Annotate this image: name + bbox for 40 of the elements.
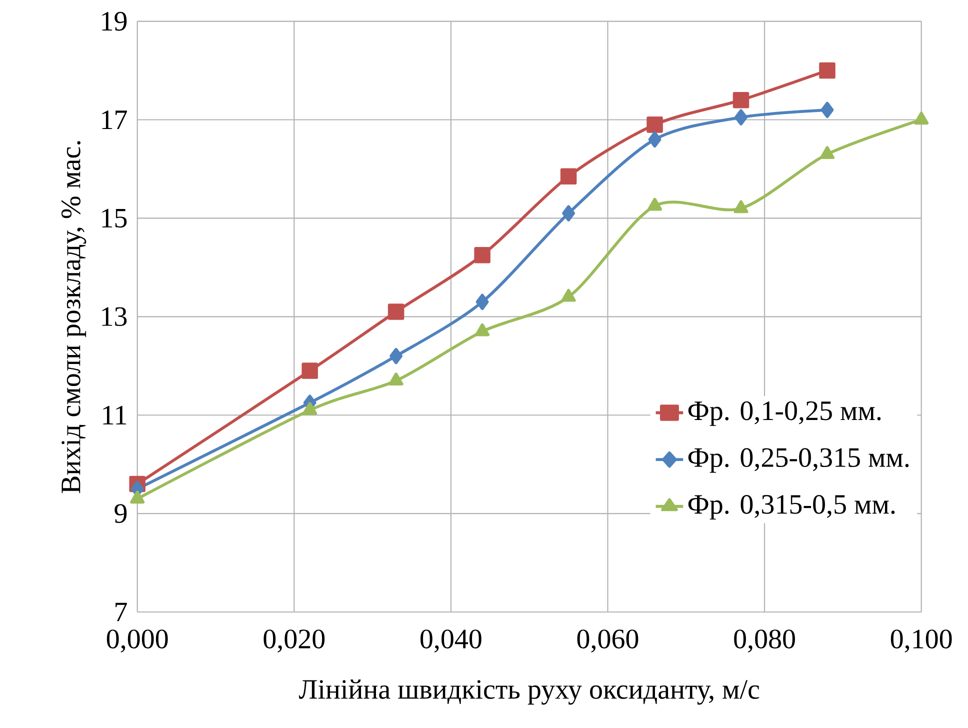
legend-label: Фр. 0,1-0,25 мм. — [688, 401, 881, 426]
legend-label: Фр. 0,25-0,315 мм. — [688, 448, 909, 473]
x-tick-label: 0,100 — [890, 630, 952, 653]
point — [646, 116, 663, 133]
x-tick-label: 0,060 — [577, 630, 638, 653]
legend-label: Фр. 0,315-0,5 мм. — [688, 494, 895, 520]
y-axis-title: Вихід смоли розкладу, % мас. — [61, 141, 86, 494]
point — [130, 490, 145, 504]
point — [648, 198, 662, 211]
point — [560, 168, 577, 185]
point — [561, 288, 576, 302]
point — [476, 294, 489, 310]
point — [302, 362, 318, 379]
y-tick-label: 15 — [102, 208, 127, 228]
point — [914, 112, 929, 125]
point — [390, 348, 403, 364]
point — [820, 102, 834, 118]
point — [819, 62, 836, 79]
y-tick-label: 11 — [103, 406, 126, 424]
y-tick-label: 7 — [116, 602, 127, 622]
point — [648, 131, 662, 148]
x-tick-label: 0,020 — [264, 630, 325, 653]
point — [732, 92, 750, 108]
point — [562, 205, 576, 222]
point — [388, 372, 404, 386]
y-tick-label: 17 — [102, 110, 127, 130]
point — [302, 402, 318, 415]
x-axis-title: Лінійна швидкість руху оксиданту, м/с — [298, 679, 760, 705]
point — [475, 323, 490, 336]
point — [734, 109, 748, 126]
x-tick-label: 0,040 — [420, 630, 482, 653]
x-tick-label: 0,000 — [106, 630, 168, 653]
point — [820, 146, 834, 160]
y-tick-label: 9 — [114, 504, 127, 523]
point — [388, 304, 404, 320]
point — [734, 200, 748, 214]
point — [474, 246, 490, 264]
y-tick-label: 13 — [102, 307, 127, 326]
y-tick-label: 19 — [102, 12, 127, 31]
x-tick-label: 0,080 — [734, 630, 795, 653]
